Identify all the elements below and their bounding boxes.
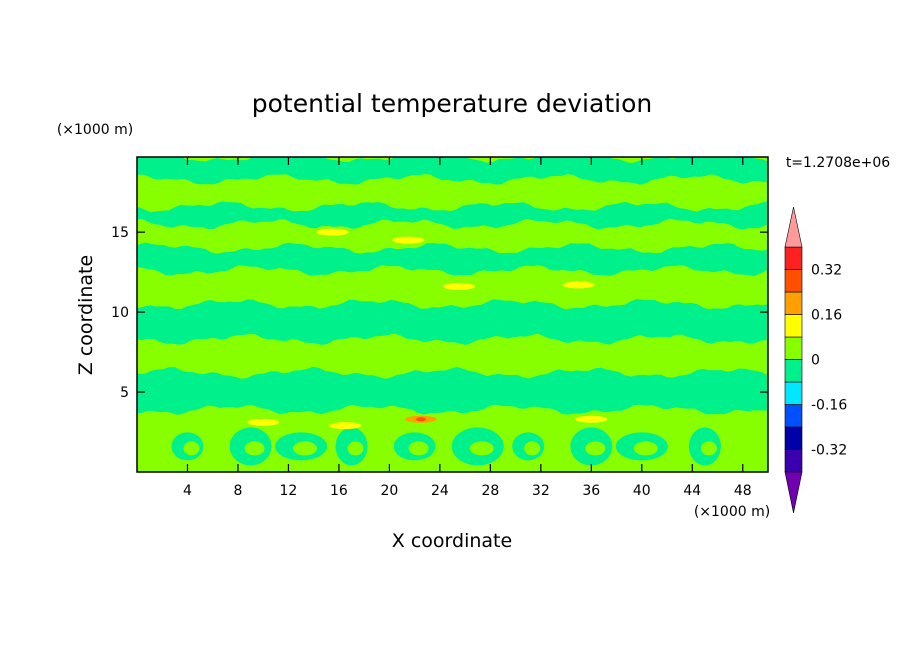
x-tick-label: 8 <box>233 483 242 499</box>
colorbar-label: 0 <box>811 353 820 369</box>
lower-eddy-core-3 <box>347 441 364 456</box>
x-axis-label: X coordinate <box>392 530 512 552</box>
contour-band-4 <box>137 299 768 345</box>
colorbar-segment <box>784 404 803 428</box>
x-tick-label: 4 <box>183 483 192 499</box>
warm-spot-2 <box>562 281 595 289</box>
plot-frame <box>136 156 769 473</box>
colorbar: 0.32 0.16 0 -0.16 -0.32 <box>784 206 847 514</box>
contour-band-10 <box>137 157 768 185</box>
contour-band-8 <box>137 201 768 230</box>
colorbar-over-triangle <box>784 206 803 248</box>
lower-eddy-core-1 <box>244 441 265 456</box>
colorbar-under-triangle <box>784 471 803 514</box>
y-axis-label: Z coordinate <box>75 255 97 375</box>
plot-field <box>137 157 768 472</box>
warm-spot-6 <box>575 415 608 423</box>
x-tick-label: 12 <box>280 483 298 499</box>
lower-eddy-core-4 <box>408 441 429 456</box>
colorbar-segment <box>784 291 803 315</box>
lower-eddy-core-8 <box>633 441 658 456</box>
lower-eddy-core-9 <box>700 441 717 456</box>
lower-eddy-core-0 <box>183 441 200 456</box>
x-units-label: (×1000 m) <box>694 504 770 520</box>
colorbar-segment <box>784 336 803 360</box>
x-tick-label: 20 <box>380 483 398 499</box>
warm-spot-0 <box>392 236 425 244</box>
y-tick-label: 15 <box>111 225 129 241</box>
colorbar-label: 0.16 <box>811 308 842 324</box>
chart-title: potential temperature deviation <box>252 89 652 118</box>
warm-spot-core-5 <box>415 417 426 422</box>
x-axis: 4 8 12 16 20 24 28 32 36 40 44 48 <box>183 157 752 499</box>
colorbar-segment <box>784 246 803 270</box>
lower-eddy-core-6 <box>524 441 541 456</box>
colorbar-segment <box>784 314 803 338</box>
contour-band-2 <box>137 366 768 415</box>
x-tick-label: 32 <box>532 483 550 499</box>
colorbar-segment <box>784 426 803 450</box>
contour-band-6 <box>137 242 768 277</box>
x-tick-label: 44 <box>683 483 701 499</box>
y-tick-label: 10 <box>111 305 129 321</box>
x-tick-label: 24 <box>431 483 449 499</box>
y-units-label: (×1000 m) <box>57 122 133 138</box>
warm-spot-4 <box>329 422 362 430</box>
lower-eddy-core-5 <box>469 441 494 456</box>
colorbar-segment <box>784 359 803 383</box>
colorbar-label: -0.16 <box>811 398 847 414</box>
x-tick-label: 16 <box>330 483 348 499</box>
warm-spot-7 <box>247 418 280 426</box>
warm-spot-1 <box>316 228 349 236</box>
lower-eddy-core-2 <box>293 441 318 456</box>
colorbar-segment <box>784 269 803 293</box>
x-tick-label: 48 <box>734 483 752 499</box>
x-tick-label: 40 <box>633 483 651 499</box>
time-label: t=1.2708e+06 <box>786 155 890 171</box>
colorbar-label: -0.32 <box>811 443 847 459</box>
colorbar-segment <box>784 449 803 473</box>
x-tick-label: 28 <box>481 483 499 499</box>
x-tick-label: 36 <box>582 483 600 499</box>
y-tick-label: 5 <box>120 385 129 401</box>
colorbar-segment <box>784 381 803 405</box>
colorbar-label: 0.32 <box>811 263 842 279</box>
y-axis: 5 10 15 <box>111 225 768 401</box>
lower-eddy-core-7 <box>585 441 606 456</box>
warm-spot-3 <box>442 283 475 291</box>
